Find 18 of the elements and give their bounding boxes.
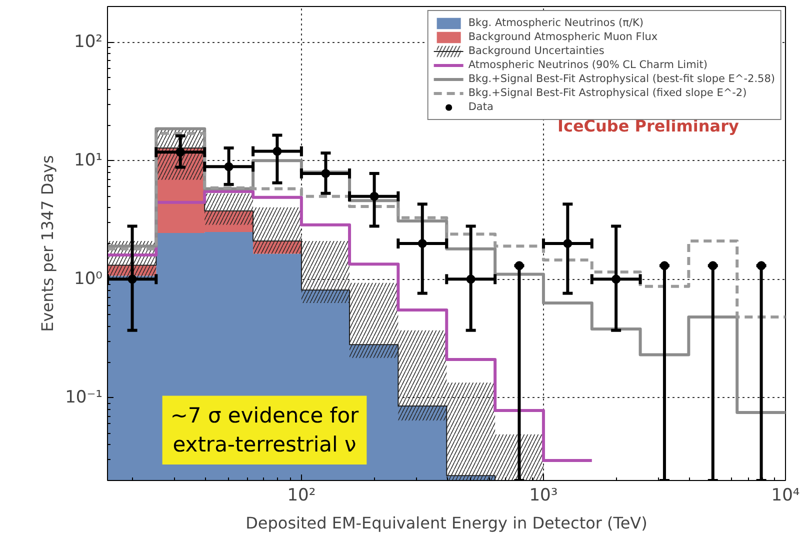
x-tick-label: 10⁴ xyxy=(771,486,800,506)
legend-label: Background Atmospheric Muon Flux xyxy=(468,30,658,44)
y-axis-title: Events per 1347 Days xyxy=(38,155,58,332)
annotation: ~7 σ evidence for extra-terrestrial ν xyxy=(170,404,360,456)
annotation: IceCube Preliminary xyxy=(558,116,740,136)
y-tick-label: 10⁰ xyxy=(74,269,103,290)
legend-label: Bkg. Atmospheric Neutrinos (π/K) xyxy=(468,16,644,30)
x-axis-title: Deposited EM-Equivalent Energy in Detector (TeV) xyxy=(246,514,648,532)
legend-label: Data xyxy=(468,100,494,114)
y-tick-label: 10² xyxy=(74,32,103,52)
legend-label: Bkg.+Signal Best-Fit Astrophysical (best-fit slope E^-2.58) xyxy=(468,72,775,86)
x-tick-label: 10² xyxy=(287,486,316,506)
y-tick-label: 10¹ xyxy=(74,150,103,171)
legend-label: Background Uncertainties xyxy=(468,44,604,58)
legend-label: Atmospheric Neutrinos (90% CL Charm Limit) xyxy=(468,58,708,72)
legend-label: Bkg.+Signal Best-Fit Astrophysical (fixed slope E^-2) xyxy=(468,86,747,100)
y-tick-label: 10⁻¹ xyxy=(65,388,102,408)
x-tick-label: 10³ xyxy=(529,486,558,506)
